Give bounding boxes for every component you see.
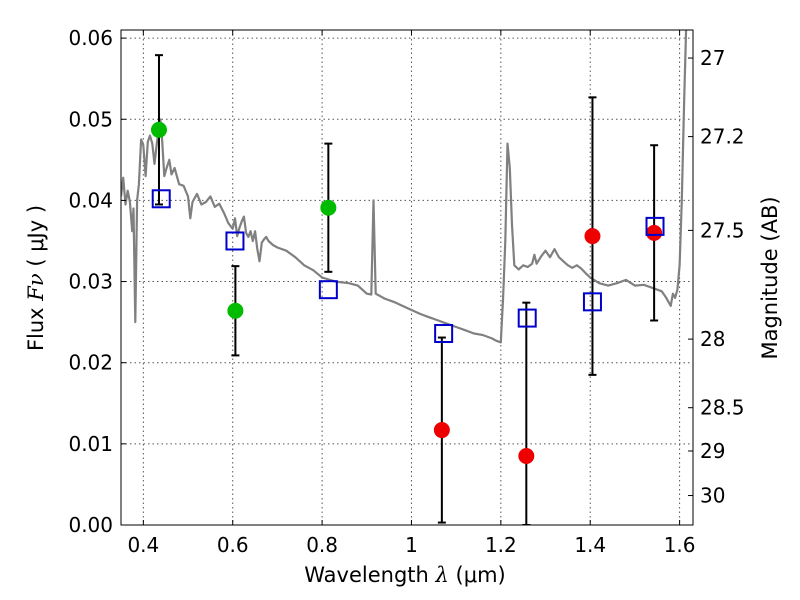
right-magnitude-axis: 27 27.2 27.5 28 28.5 29 30: [688, 46, 745, 508]
red-data-point: [646, 224, 663, 241]
x-tick-label: 0.8: [306, 533, 338, 557]
y-axis-symbol: Fν: [24, 273, 48, 302]
red-data-point: [433, 422, 450, 439]
green-data-point: [320, 199, 337, 216]
y-tick-label: 0.00: [68, 513, 113, 537]
green-data-point: [150, 121, 167, 138]
right-tick-label: 30: [700, 484, 725, 508]
x-axis-unit: (μm): [456, 563, 506, 587]
x-tick-label: 1: [405, 533, 418, 557]
y-axis-label: Flux Fν ( μJy ): [24, 205, 48, 351]
y-tick-label: 0.02: [68, 351, 113, 375]
y-tick-label: 0.01: [68, 432, 113, 456]
model-point-square: [517, 308, 537, 328]
x-axis: 0.4 0.6 0.8 1 1.2 1.4 1.6: [127, 30, 696, 557]
y-tick-label: 0.06: [68, 26, 113, 50]
y-tick-label: 0.03: [68, 270, 113, 294]
plot-frame: [120, 29, 694, 526]
x-axis-symbol: λ: [435, 563, 449, 587]
model-spectrum-line: [121, 30, 688, 344]
x-tick-label: 1.4: [574, 533, 606, 557]
x-tick-label: 1.2: [485, 533, 517, 557]
model-point-square: [645, 216, 665, 236]
y-axis-label-text: Flux: [24, 307, 48, 351]
model-point-square: [225, 231, 245, 251]
model-point-square: [434, 323, 454, 343]
model-point-square: [318, 280, 338, 300]
red-data-point: [518, 448, 535, 465]
x-tick-label: 1.6: [664, 533, 696, 557]
model-point-square: [151, 189, 171, 209]
x-tick-label: 0.6: [217, 533, 249, 557]
red-data-point: [584, 228, 601, 245]
x-axis-label: Wavelength λ (μm): [304, 563, 505, 587]
y-axis-unit: ( μJy ): [24, 205, 48, 267]
x-axis-label-text: Wavelength: [304, 563, 429, 587]
right-tick-label: 29: [700, 439, 725, 463]
right-axis-label: Magnitude (AB): [758, 196, 782, 359]
plot-content: [121, 30, 688, 525]
green-data-point: [227, 302, 244, 319]
right-tick-label: 27: [700, 46, 725, 70]
y-tick-label: 0.05: [68, 107, 113, 131]
right-tick-label: 27.5: [700, 218, 745, 242]
y-axis: 0.00 0.01 0.02 0.03 0.04 0.05 0.06: [68, 26, 126, 537]
model-point-square: [582, 292, 602, 312]
right-tick-label: 28.5: [700, 396, 745, 420]
grid: [121, 30, 693, 526]
right-tick-label: 27.2: [700, 125, 745, 149]
x-tick-label: 0.4: [127, 533, 159, 557]
y-tick-label: 0.04: [68, 188, 113, 212]
right-tick-label: 28: [700, 327, 725, 351]
